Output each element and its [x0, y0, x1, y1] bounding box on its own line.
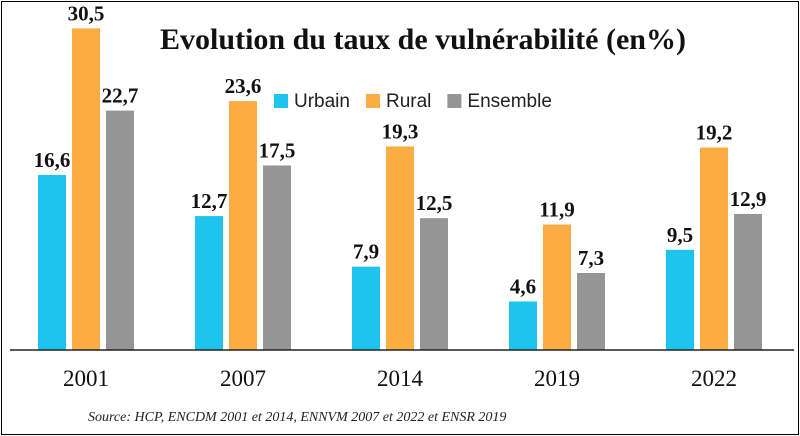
data-label-ensemble-2014: 12,5 [416, 191, 453, 215]
bar-urbain-2019 [509, 301, 537, 350]
bar-urbain-2022 [666, 249, 694, 350]
bar-rural-2019 [543, 224, 571, 350]
legend-item-urbain: Urbain [274, 91, 350, 112]
data-labels: 16,6 30,5 22,7 12,7 23,6 17,5 7,9 19,3 12,5 4,6 11… [34, 2, 767, 298]
data-label-urbain-2022: 9,5 [667, 223, 693, 247]
bar-ensemble-2007 [263, 165, 291, 350]
data-label-urbain-2014: 7,9 [353, 240, 379, 264]
data-label-rural-2001: 30,5 [68, 2, 105, 25]
bar-rural-2001 [72, 28, 100, 350]
data-label-rural-2022: 19,2 [696, 121, 733, 145]
legend-label-ensemble: Ensemble [467, 91, 552, 112]
bar-ensemble-2001 [106, 110, 134, 350]
bars [38, 28, 762, 350]
x-tick-label-2014: 2014 [377, 366, 424, 391]
source-note: Source: HCP, ENCDM 2001 et 2014, ENNVM 2… [88, 410, 506, 425]
x-tick-label-2022: 2022 [691, 366, 737, 391]
data-label-rural-2014: 19,3 [382, 119, 419, 143]
chart-title: Evolution du taux de vulnérabilité (en%) [160, 23, 686, 56]
data-label-urbain-2001: 16,6 [34, 148, 71, 172]
bar-urbain-2007 [195, 216, 223, 350]
data-label-ensemble-2001: 22,7 [102, 84, 139, 108]
legend-label-urbain: Urbain [294, 91, 350, 112]
bar-ensemble-2022 [734, 213, 762, 350]
x-tick-label-2019: 2019 [534, 366, 580, 391]
bar-urbain-2001 [38, 174, 66, 350]
bar-rural-2014 [386, 146, 414, 350]
data-label-rural-2019: 11,9 [539, 198, 575, 222]
bar-urbain-2014 [352, 266, 380, 350]
x-tick-labels: 2001 2007 2014 2019 2022 [63, 366, 737, 391]
legend-item-rural: Rural [365, 91, 431, 112]
data-label-ensemble-2007: 17,5 [259, 138, 296, 162]
x-tick-label-2007: 2007 [220, 366, 266, 391]
x-tick-label-2001: 2001 [63, 366, 109, 391]
data-label-urbain-2019: 4,6 [510, 274, 536, 298]
legend-label-rural: Rural [386, 91, 431, 112]
data-label-rural-2007: 23,6 [225, 74, 262, 98]
bar-rural-2007 [229, 101, 257, 350]
bar-ensemble-2014 [420, 218, 448, 350]
legend-item-ensemble: Ensemble [447, 91, 552, 112]
legend: Urbain Rural Ensemble [274, 91, 552, 112]
legend-swatch-urbain [274, 94, 288, 108]
legend-swatch-ensemble [447, 94, 462, 108]
data-label-urbain-2007: 12,7 [191, 189, 228, 213]
legend-swatch-rural [365, 94, 380, 108]
bar-rural-2022 [700, 147, 728, 350]
data-label-ensemble-2019: 7,3 [578, 246, 604, 270]
bar-ensemble-2019 [577, 273, 605, 350]
data-label-ensemble-2022: 12,9 [730, 187, 767, 211]
